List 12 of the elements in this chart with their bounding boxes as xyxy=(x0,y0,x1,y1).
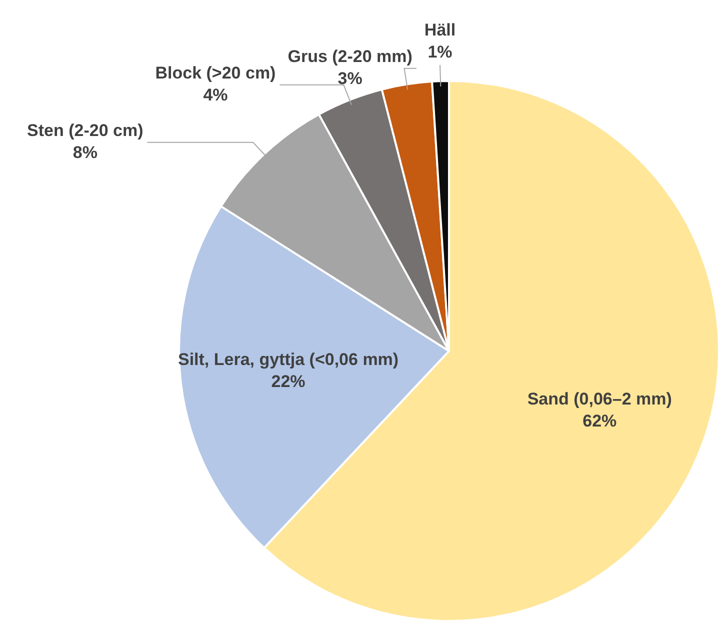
slice-label: Sand (0,06–2 mm) xyxy=(527,389,672,408)
data-label: 8% xyxy=(72,143,98,162)
data-label: 62% xyxy=(582,411,617,430)
data-label: 1% xyxy=(428,42,452,62)
data-label: 4% xyxy=(203,86,228,105)
slice-label: Silt, Lera, gyttja (<0,06 mm) xyxy=(178,350,399,369)
slice-label: Grus (2-20 mm) xyxy=(288,47,412,66)
slice-label: Sten (2-20 cm) xyxy=(27,121,144,140)
slice-label: Häll xyxy=(424,20,456,40)
slice-label: Block (>20 cm) xyxy=(155,64,276,83)
data-label: 3% xyxy=(338,69,362,88)
data-label: 22% xyxy=(271,372,306,391)
